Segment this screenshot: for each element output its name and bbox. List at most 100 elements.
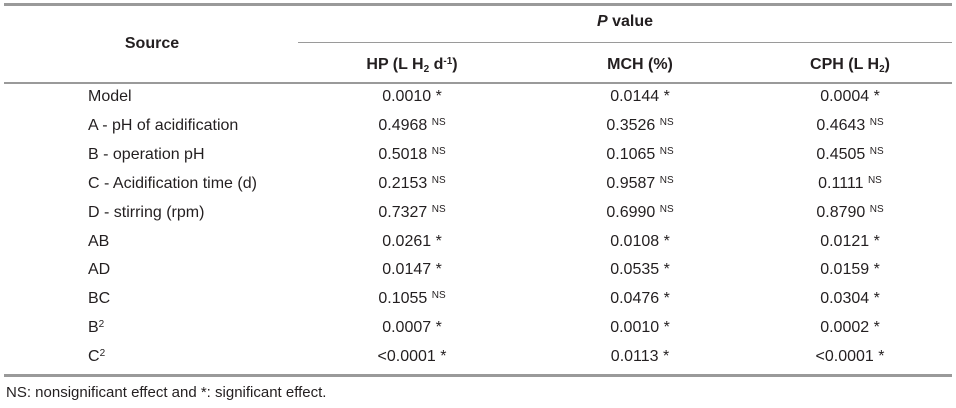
text-segment: 0.0007 * <box>382 319 442 337</box>
text-segment: NS <box>431 290 446 302</box>
text-segment: 0.0147 * <box>382 261 442 279</box>
text-segment: AB <box>88 232 110 250</box>
footnote: NS: nonsignificant effect and *: signifi… <box>6 384 326 401</box>
text-segment: 0.0108 * <box>610 232 670 250</box>
text-segment: 0.8790 <box>816 203 870 221</box>
text-segment: AD <box>88 261 111 279</box>
text-segment: NS: nonsignificant effect and *: signifi… <box>6 384 327 401</box>
column-header: HP (L H2 d-1) <box>366 56 458 75</box>
cell: <0.0001 * <box>816 348 885 366</box>
cell: 0.0004 * <box>820 88 880 106</box>
cell: 0.0476 * <box>610 290 670 308</box>
text-segment: <0.0001 * <box>815 348 885 366</box>
text-segment: 0.1111 <box>818 174 868 192</box>
source-header: Source <box>125 35 179 53</box>
cell: 0.0261 * <box>382 233 442 251</box>
cell: 0.1111 NS <box>818 175 882 193</box>
text-segment: 0.2153 <box>378 174 432 192</box>
column-header: CPH (L H2) <box>810 56 890 75</box>
column-header: MCH (%) <box>607 56 673 74</box>
text-segment: C - Acidification time (d) <box>88 174 257 192</box>
text-segment: value <box>607 13 654 30</box>
row-label: C - Acidification time (d) <box>88 175 257 193</box>
top-rule <box>4 3 952 6</box>
cell: 0.0159 * <box>820 261 880 279</box>
text-segment: ) <box>884 56 890 73</box>
cell: 0.0010 * <box>382 88 442 106</box>
header-rule <box>4 82 952 84</box>
text-segment: 0.0002 * <box>820 319 880 337</box>
cell: 0.9587 NS <box>606 175 673 193</box>
row-label: AB <box>88 233 109 251</box>
text-segment: Source <box>124 35 180 52</box>
text-segment: NS <box>869 145 884 157</box>
row-label: C2 <box>88 348 105 366</box>
text-segment: NS <box>867 174 882 186</box>
row-label: Model <box>88 88 132 106</box>
text-segment: NS <box>431 116 446 128</box>
cell: 0.4968 NS <box>378 117 445 135</box>
text-segment: 0.0144 * <box>610 88 670 105</box>
cell: 0.4643 NS <box>816 117 883 135</box>
text-segment: 0.0004 * <box>820 88 880 105</box>
text-segment: NS <box>659 203 674 215</box>
row-label: B - operation pH <box>88 146 205 164</box>
text-segment: 0.6990 <box>606 203 660 221</box>
cell: 0.1055 NS <box>378 290 445 308</box>
cell: 0.0007 * <box>382 319 442 337</box>
text-segment: 0.9587 <box>606 174 660 192</box>
cell: 0.5018 NS <box>378 146 445 164</box>
text-segment: 0.0121 * <box>820 232 880 250</box>
text-segment: 0.1055 <box>378 290 432 308</box>
group-rule <box>298 42 952 43</box>
cell: 0.0010 * <box>610 319 670 337</box>
cell: <0.0001 * <box>378 348 447 366</box>
text-segment: A - pH of acidification <box>88 116 239 134</box>
row-label: AD <box>88 261 110 279</box>
cell: 0.7327 NS <box>378 204 445 222</box>
text-segment: 0.0535 * <box>610 261 670 279</box>
text-segment: HP (L H <box>366 56 424 73</box>
cell: 0.0121 * <box>820 233 880 251</box>
cell: 0.4505 NS <box>816 146 883 164</box>
text-segment: 0.0113 * <box>610 348 670 366</box>
text-segment: NS <box>431 145 446 157</box>
text-segment: NS <box>431 174 446 186</box>
text-segment: 0.3526 <box>606 116 660 134</box>
text-segment: MCH (%) <box>607 56 673 73</box>
text-segment: 0.0010 * <box>610 319 670 337</box>
text-segment: D - stirring (rpm) <box>88 203 205 221</box>
text-segment: B <box>88 319 99 337</box>
text-segment: <0.0001 * <box>377 348 447 366</box>
text-segment: 0.4968 <box>378 116 432 134</box>
text-segment: C <box>88 348 100 366</box>
text-segment: 0.0159 * <box>820 261 880 279</box>
cell: 0.0002 * <box>820 319 880 337</box>
cell: 0.6990 NS <box>606 204 673 222</box>
text-segment: ) <box>452 56 458 73</box>
cell: 0.2153 NS <box>378 175 445 193</box>
row-label: BC <box>88 290 110 308</box>
text-segment: NS <box>431 203 446 215</box>
text-segment: 2 <box>423 64 430 75</box>
cell: 0.0144 * <box>610 88 670 106</box>
text-segment: Model <box>88 88 132 105</box>
text-segment: 0.1065 <box>606 145 660 163</box>
text-segment: 2 <box>99 348 106 360</box>
text-segment: 2 <box>98 319 105 331</box>
cell: 0.0147 * <box>382 261 442 279</box>
text-segment: P <box>596 13 608 30</box>
row-label: D - stirring (rpm) <box>88 204 204 222</box>
text-segment: 0.5018 <box>378 145 432 163</box>
row-label: A - pH of acidification <box>88 117 238 135</box>
cell: 0.0108 * <box>610 233 670 251</box>
text-segment: 0.0304 * <box>820 290 880 308</box>
text-segment: NS <box>869 203 884 215</box>
cell: 0.0304 * <box>820 290 880 308</box>
cell: 0.0535 * <box>610 261 670 279</box>
text-segment: BC <box>88 290 111 308</box>
text-segment: CPH (L H <box>810 56 880 73</box>
text-segment: -1 <box>443 56 453 67</box>
text-segment: NS <box>659 116 674 128</box>
